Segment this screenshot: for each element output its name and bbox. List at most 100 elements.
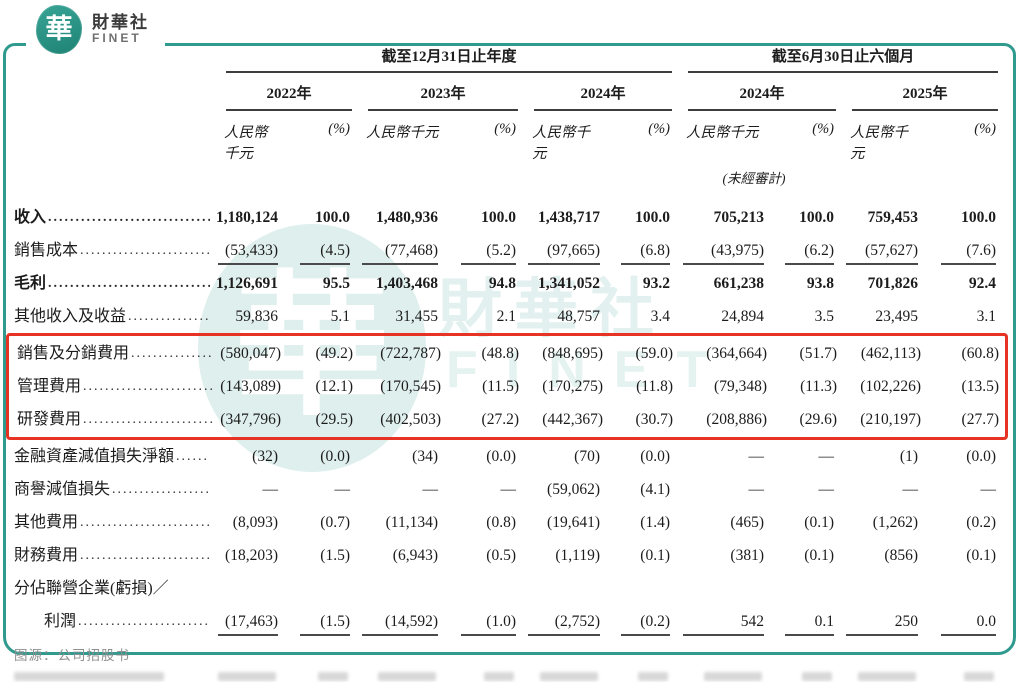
pct-cell: (29.6) <box>799 411 837 428</box>
pct-cell: (59.0) <box>635 345 673 362</box>
amount-cell: (57,627) <box>836 234 920 267</box>
amount-cell: (210,197) <box>860 411 921 428</box>
amount-cell: (462,113) <box>860 345 921 362</box>
cropped-text-fragment <box>858 671 916 681</box>
pct-cell: 95.5 <box>322 275 350 292</box>
unit-amount-header: 人民幣千元 <box>366 125 439 141</box>
pct-cell: (30.7) <box>635 411 673 428</box>
amount-cell: 1,180,124 <box>216 209 278 226</box>
table-row: 商譽減值損失..................................… <box>14 473 998 506</box>
amount-cell: 24,894 <box>721 308 764 325</box>
pct-cell: (0.8) <box>486 514 516 531</box>
dot-leader: ........................................… <box>80 515 210 530</box>
pct-cell: (11.8) <box>636 378 673 395</box>
finet-logo: 華 財華社 FINET <box>26 3 165 56</box>
amount-cell: 1,480,936 <box>376 209 438 226</box>
amount-cell: (1,119) <box>555 547 600 564</box>
amount-cell: (1) <box>899 448 918 465</box>
amount-cell: (59,062) <box>547 481 600 498</box>
table-row: 財務費用....................................… <box>14 539 998 572</box>
amount-cell: — <box>422 481 439 498</box>
pct-cell: (29.5) <box>315 411 353 428</box>
pct-cell: — <box>980 481 997 498</box>
cropped-text-fragment <box>802 671 832 681</box>
row-label: 管理費用....................................… <box>17 370 213 403</box>
amount-cell: 701,826 <box>867 275 918 292</box>
year-header-row: 2022年 2023年 2024年 2024年 2025年 <box>14 73 998 111</box>
highlight-box: 銷售及分銷費用.................................… <box>6 333 1008 440</box>
year-header: 2023年 <box>368 82 518 111</box>
pct-cell: 100.0 <box>961 209 996 226</box>
cropped-text-fragment <box>484 671 514 681</box>
year-header: 2022年 <box>226 82 352 111</box>
pct-cell: (1.4) <box>640 514 670 531</box>
unit-pct-header: (%) <box>494 121 516 137</box>
unit-amount-header: 人民幣千元 <box>850 125 908 162</box>
amount-cell: (32) <box>252 448 278 465</box>
pct-cell: (6.8) <box>602 234 672 267</box>
dot-leader: ........................................… <box>80 548 210 563</box>
table-row: 銷售成本....................................… <box>14 234 998 267</box>
unit-pct-header: (%) <box>328 121 350 137</box>
pct-cell: 100.0 <box>799 209 834 226</box>
row-label: 其他費用....................................… <box>14 506 210 539</box>
pct-cell: (1.0) <box>440 605 518 638</box>
row-label: 商譽減值損失..................................… <box>14 473 210 506</box>
period-group-interim: 截至6月30日止六個月 <box>688 45 998 73</box>
pct-cell: (0.7) <box>320 514 350 531</box>
pct-cell: (0.0) <box>320 448 350 465</box>
pct-cell: (0.0) <box>966 448 996 465</box>
pct-cell: (49.2) <box>315 345 353 362</box>
pct-cell: 93.8 <box>806 275 834 292</box>
table-row: 收入......................................… <box>14 201 998 234</box>
source-note: 图源：公司招股书 <box>14 648 130 663</box>
amount-cell: (102,226) <box>860 378 921 395</box>
pct-cell: (0.5) <box>486 547 516 564</box>
table-body: 收入......................................… <box>6 201 1008 638</box>
amount-cell: 705,213 <box>713 209 764 226</box>
amount-cell: (53,433) <box>210 234 280 267</box>
pct-cell: (5.2) <box>440 234 518 267</box>
pct-cell: (11.3) <box>800 378 837 395</box>
cropped-text-fragment <box>14 671 164 681</box>
pct-cell: 3.4 <box>650 308 670 325</box>
year-header: 2024年 <box>688 82 836 111</box>
amount-cell: (97,665) <box>518 234 602 267</box>
pct-cell: (1.5) <box>280 605 352 638</box>
amount-cell: (402,503) <box>380 411 441 428</box>
amount-cell: (442,367) <box>542 411 603 428</box>
amount-cell: (364,664) <box>706 345 767 362</box>
amount-cell: (856) <box>884 547 918 564</box>
cropped-text-fragment <box>378 671 436 681</box>
row-label: 利潤......................................… <box>14 605 210 638</box>
finet-logo-icon: 華 <box>36 5 82 54</box>
pct-cell: 100.0 <box>481 209 516 226</box>
pct-cell: (48.8) <box>481 345 519 362</box>
cropped-text-row <box>14 670 998 682</box>
amount-cell: — <box>748 481 765 498</box>
amount-cell: (11,134) <box>385 514 438 531</box>
pct-cell: 93.2 <box>642 275 670 292</box>
dot-leader: ........................................… <box>48 276 210 291</box>
dot-leader: ........................................… <box>83 412 213 427</box>
amount-cell: 23,495 <box>875 308 918 325</box>
pct-cell: (0.1) <box>804 514 834 531</box>
dot-leader: ........................................… <box>80 243 210 258</box>
cropped-text-fragment <box>964 671 994 681</box>
pct-cell: (0.1) <box>966 547 996 564</box>
pct-cell: — <box>818 448 835 465</box>
pct-cell: 0.1 <box>766 605 836 638</box>
table-row: 研發費用....................................… <box>17 403 999 436</box>
amount-cell: (580,047) <box>220 345 281 362</box>
pct-cell: (11.5) <box>482 378 519 395</box>
amount-cell: (722,787) <box>380 345 441 362</box>
pct-cell: (0.0) <box>486 448 516 465</box>
amount-cell: (14,592) <box>352 605 440 638</box>
pct-cell: — <box>818 481 835 498</box>
brand-name-cn: 財華社 <box>92 12 149 32</box>
amount-cell: — <box>902 481 919 498</box>
unit-pct-header: (%) <box>974 121 996 137</box>
pct-cell: 100.0 <box>315 209 350 226</box>
amount-cell: (8,093) <box>232 514 278 531</box>
amount-cell: (208,886) <box>706 411 767 428</box>
